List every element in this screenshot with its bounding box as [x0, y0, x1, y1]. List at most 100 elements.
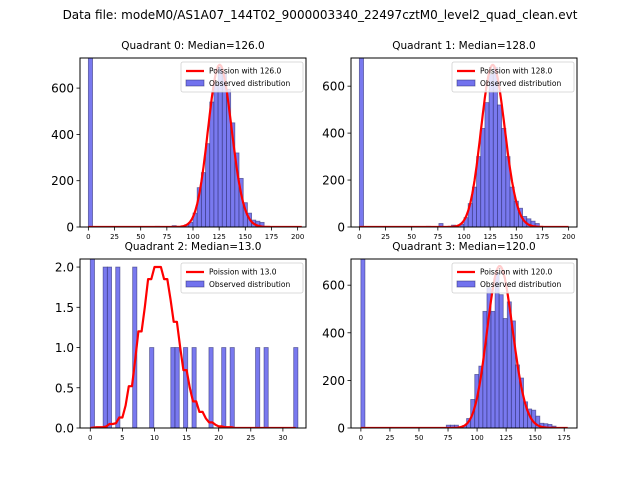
- y-tick-label: 0: [66, 221, 74, 235]
- axes-frame: [350, 258, 578, 429]
- histogram-bar: [484, 102, 490, 227]
- subplot-quadrant-1: 0 25 50 75 100 125 150 175 200 0 200 400 600 Quadrant…: [322, 40, 578, 241]
- histogram-bar: [358, 58, 364, 227]
- y-tick-label: 400: [322, 127, 345, 141]
- y-tick-label: 400: [51, 128, 74, 142]
- x-tick-label: 20: [214, 434, 223, 442]
- y-tick-label: 1.5: [55, 301, 74, 315]
- legend-bar-swatch: [185, 79, 205, 87]
- subplot-quadrant-2: 0 5 10 15 20 25 30 0.0 0.5 1.0 1.5 2.0 Quadrant 2: M…: [55, 241, 307, 442]
- poisson-line: [359, 63, 569, 227]
- histogram-bar: [209, 101, 215, 227]
- subplot-quadrant-0: 0 25 50 75 100 125 150 175 200 0 200 400 600 Quadrant…: [51, 40, 307, 241]
- x-tick-label: 100: [186, 233, 199, 241]
- histogram-bar: [115, 266, 121, 428]
- x-tick-label: 75: [444, 434, 453, 442]
- histogram-bar: [208, 347, 214, 428]
- histogram-bar: [501, 128, 507, 227]
- histogram-bar: [490, 310, 496, 428]
- x-tick-label: 175: [536, 233, 549, 241]
- x-tick-label: 10: [150, 434, 159, 442]
- legend-bar-swatch: [456, 280, 476, 288]
- histogram-bar: [170, 347, 176, 428]
- y-tick-label: 400: [322, 326, 345, 340]
- legend-bar-swatch: [456, 79, 476, 87]
- x-tick-label: 25: [246, 434, 255, 442]
- histogram-bar: [480, 128, 486, 227]
- x-tick-label: 200: [562, 233, 575, 241]
- histogram-bar: [205, 143, 211, 227]
- histogram-bar: [174, 347, 180, 428]
- histogram-bar: [535, 415, 541, 428]
- histogram-bar: [438, 223, 444, 227]
- legend-label-observed: Observed distribution: [480, 79, 561, 88]
- legend-label-poisson: Poission with 128.0: [480, 67, 553, 76]
- x-tick-label: 25: [385, 434, 394, 442]
- x-tick-label: 0: [359, 434, 363, 442]
- x-tick-label: 125: [499, 434, 512, 442]
- histogram-bar: [494, 272, 500, 428]
- plot-area: [360, 259, 568, 428]
- legend: Poission with 13.0 Observed distribution: [180, 262, 304, 294]
- legend-box: [451, 262, 575, 294]
- histogram-bar: [497, 104, 503, 227]
- x-tick-label: 150: [510, 233, 523, 241]
- figure-title: Data file: modeM0/AS1A07_144T02_90000033…: [62, 8, 578, 22]
- x-tick-label: 125: [212, 233, 225, 241]
- y-tick-label: 600: [322, 80, 345, 94]
- legend-label-observed: Observed distribution: [209, 79, 290, 88]
- y-tick-label: 1.0: [55, 341, 74, 355]
- histogram-bar: [221, 72, 227, 227]
- histogram-bar: [87, 58, 93, 227]
- legend-box: [451, 61, 575, 93]
- histogram-bar: [502, 318, 508, 428]
- legend-label-observed: Observed distribution: [209, 280, 290, 289]
- y-tick-label: 200: [322, 374, 345, 388]
- legend-box: [180, 61, 304, 93]
- legend-label-poisson: Poission with 120.0: [480, 268, 553, 277]
- plot-area: [89, 259, 299, 428]
- legend-label-observed: Observed distribution: [480, 280, 561, 289]
- x-tick-label: 75: [162, 233, 171, 241]
- legend-label-poisson: Poission with 126.0: [209, 67, 282, 76]
- histogram-bar: [221, 347, 227, 428]
- x-tick-label: 175: [558, 434, 571, 442]
- x-tick-label: 25: [110, 233, 119, 241]
- y-tick-label: 0: [337, 221, 345, 235]
- y-tick-label: 0: [337, 422, 345, 436]
- x-tick-label: 15: [182, 434, 191, 442]
- x-tick-label: 175: [265, 233, 278, 241]
- x-tick-label: 50: [136, 233, 145, 241]
- subplot-title: Quadrant 1: Median=128.0: [392, 40, 535, 52]
- x-tick-label: 5: [120, 434, 124, 442]
- histogram-bar: [360, 259, 366, 428]
- y-tick-label: 2.0: [55, 261, 74, 275]
- legend-label-poisson: Poission with 13.0: [209, 268, 277, 277]
- x-tick-label: 75: [433, 233, 442, 241]
- x-tick-label: 100: [457, 233, 470, 241]
- subplot-title: Quadrant 2: Median=13.0: [125, 241, 262, 253]
- legend: Poission with 128.0 Observed distribution: [451, 61, 575, 93]
- x-tick-label: 0: [86, 233, 90, 241]
- subplot-title: Quadrant 0: Median=126.0: [121, 40, 264, 52]
- y-tick-label: 0.0: [55, 422, 74, 436]
- x-tick-label: 125: [483, 233, 496, 241]
- y-tick-label: 600: [322, 279, 345, 293]
- x-tick-label: 50: [407, 233, 416, 241]
- histogram-bar: [534, 223, 540, 227]
- axes-frame: [79, 258, 307, 429]
- legend-box: [180, 262, 304, 294]
- y-tick-label: 200: [51, 174, 74, 188]
- y-tick-label: 0.5: [55, 381, 74, 395]
- x-tick-label: 50: [415, 434, 424, 442]
- histogram-bar: [293, 347, 299, 428]
- x-tick-label: 100: [470, 434, 483, 442]
- poisson-line: [360, 265, 568, 428]
- legend: Poission with 120.0 Observed distribution: [451, 262, 575, 294]
- histogram-bar: [488, 74, 494, 227]
- x-tick-label: 200: [291, 233, 304, 241]
- x-tick-label: 150: [528, 434, 541, 442]
- y-tick-label: 600: [51, 82, 74, 96]
- subplot-quadrant-3: 0 25 50 75 100 125 150 175 0 200 400 600 Quadrant 3:…: [322, 241, 578, 442]
